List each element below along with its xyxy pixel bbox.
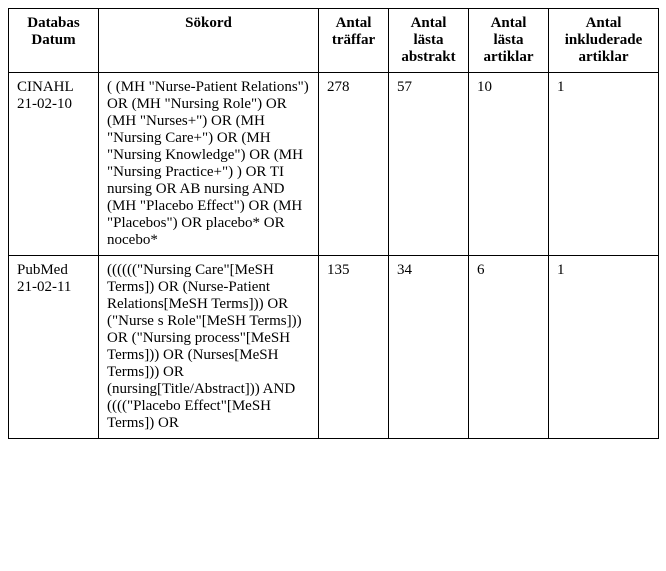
cell-read-abstracts: 57 [389,73,469,256]
search-results-table: Databas Datum Sökord Antal träffar Antal… [8,8,659,439]
database-name: PubMed [17,262,90,279]
col-header-search-terms: Sökord [99,9,319,73]
cell-read-articles: 10 [469,73,549,256]
table-row: PubMed 21-02-11 (((((("Nursing Care"[MeS… [9,256,659,439]
table-row: CINAHL 21-02-10 ( (MH "Nurse-Patient Rel… [9,73,659,256]
cell-search-terms: (((((("Nursing Care"[MeSH Terms]) OR (Nu… [99,256,319,439]
col-header-database-date: Databas Datum [9,9,99,73]
cell-hits: 278 [319,73,389,256]
cell-read-articles: 6 [469,256,549,439]
col-header-included-articles: Antal inkluderade artiklar [549,9,659,73]
table-header-row: Databas Datum Sökord Antal träffar Antal… [9,9,659,73]
database-name: CINAHL [17,79,90,96]
database-date: 21-02-10 [17,96,90,113]
cell-search-terms: ( (MH "Nurse-Patient Relations") OR (MH … [99,73,319,256]
cell-hits: 135 [319,256,389,439]
col-header-read-abstracts: Antal lästa abstrakt [389,9,469,73]
col-header-hits: Antal träffar [319,9,389,73]
cell-included-articles: 1 [549,256,659,439]
cell-database-date: PubMed 21-02-11 [9,256,99,439]
cell-included-articles: 1 [549,73,659,256]
cell-read-abstracts: 34 [389,256,469,439]
database-date: 21-02-11 [17,279,90,296]
col-header-read-articles: Antal lästa artiklar [469,9,549,73]
cell-database-date: CINAHL 21-02-10 [9,73,99,256]
page: Databas Datum Sökord Antal träffar Antal… [0,0,666,439]
